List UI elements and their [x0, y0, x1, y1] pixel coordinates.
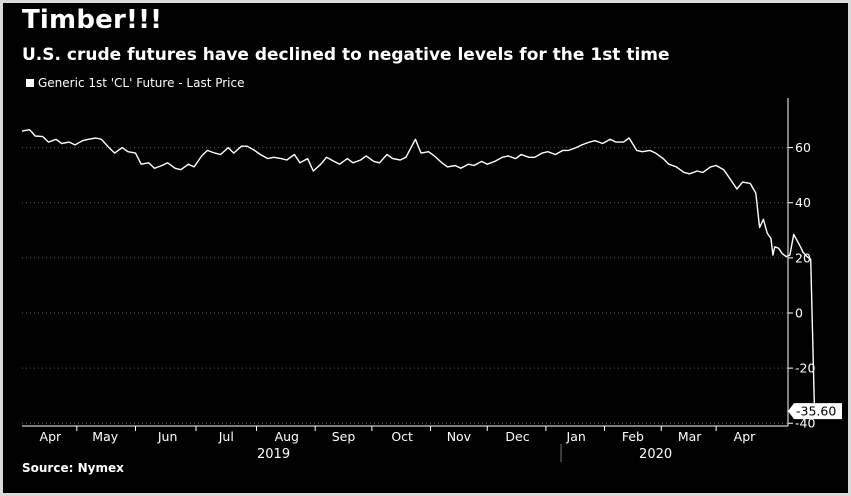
y-tick-label: -40 [795, 416, 815, 431]
source-note: Source: Nymex [22, 461, 124, 475]
axes [22, 98, 793, 462]
x-tick-label: Sep [332, 429, 356, 444]
x-tick-label: Apr [734, 429, 756, 444]
last-value-label: -35.60 [796, 404, 836, 419]
x-tick-label: Jan [566, 429, 586, 444]
legend-label: Generic 1st 'CL' Future - Last Price [38, 76, 245, 90]
y-tick-label: 40 [795, 195, 811, 210]
x-tick-label: Jun [157, 429, 178, 444]
chart-subtitle: U.S. crude futures have declined to nega… [22, 45, 670, 65]
legend-swatch [26, 79, 34, 87]
x-tick-label: Mar [678, 429, 702, 444]
legend: Generic 1st 'CL' Future - Last Price [26, 76, 245, 90]
last-value-box [788, 403, 842, 420]
y-tick-label: 60 [795, 140, 811, 155]
x-tick-label: May [92, 429, 118, 444]
year-label: 2020 [639, 447, 672, 462]
tick-labels: 60 40 20 0 -20 -40 Apr May Jun Jul Aug Sep Oct Nov Dec… [40, 140, 842, 462]
chart-title: Timber!!! [22, 5, 163, 35]
x-tick-label: Nov [447, 429, 472, 444]
y-tick-label: 0 [795, 305, 803, 320]
x-tick-label: Oct [391, 429, 413, 444]
last-value-callout: -35.60 [788, 403, 842, 420]
series-group [21, 129, 816, 412]
x-tick-label: Aug [275, 429, 299, 444]
y-tick-label: 20 [795, 250, 811, 265]
year-label: 2019 [257, 447, 290, 462]
x-tick-label: Feb [622, 429, 644, 444]
x-tick-label: Apr [40, 429, 62, 444]
x-tick-label: Jul [218, 429, 234, 444]
series-line [21, 129, 816, 412]
grid [22, 147, 788, 424]
y-tick-label: -20 [795, 361, 815, 376]
chart-frame [3, 3, 848, 493]
x-tick-label: Dec [505, 429, 529, 444]
